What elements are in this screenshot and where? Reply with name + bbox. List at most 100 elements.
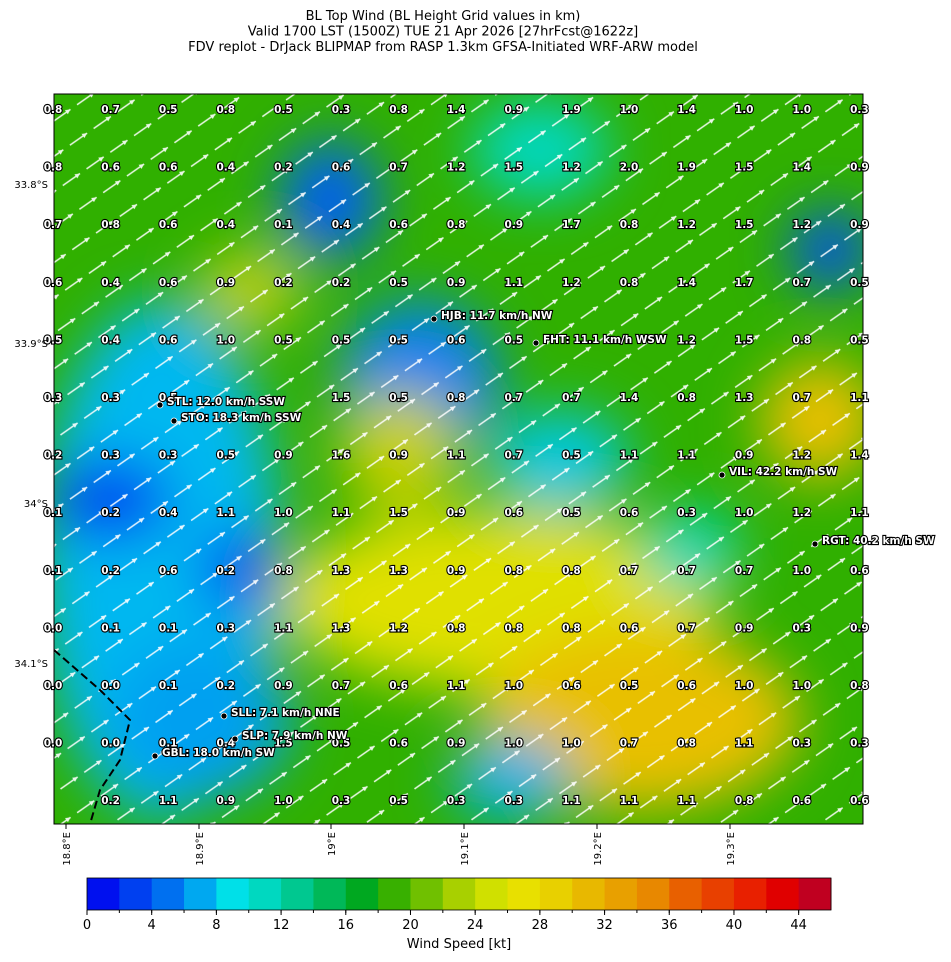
grid-value: 0.7 [620,565,639,577]
title-line: Valid 1700 LST (1500Z) TUE 21 Apr 2026 [… [248,25,639,40]
grid-value: 1.1 [677,795,696,807]
lon-label: 19.3°E [726,832,737,866]
grid-value: 1.1 [850,392,869,404]
grid-value: 1.1 [159,795,178,807]
grid-value: 1.1 [850,507,869,519]
grid-value: 1.2 [792,507,811,519]
grid-value: 0.8 [562,565,581,577]
grid-value: 0.8 [389,104,408,116]
grid-value: 0.6 [620,507,639,519]
colorbar-bin [475,878,509,910]
grid-value: 1.0 [504,738,523,750]
grid-value: 0.9 [850,219,869,231]
grid-value: 0.1 [159,622,178,634]
station-marker [156,401,164,409]
grid-value: 0.4 [332,219,351,231]
lon-label: 19.2°E [593,832,604,866]
grid-value: 1.2 [792,219,811,231]
grid-value: 1.5 [332,392,351,404]
grid-value: 0.7 [792,277,811,289]
grid-value: 0.9 [447,507,466,519]
grid-value: 0.8 [677,738,696,750]
station-marker [170,417,178,425]
colorbar-bin [572,878,606,910]
grid-value: 0.6 [850,795,869,807]
grid-value: 1.9 [677,162,696,174]
colorbar-bin [798,878,832,910]
grid-value: 1.5 [389,507,408,519]
colorbar-bin [604,878,638,910]
grid-value: 0.4 [216,162,235,174]
grid-value: 0.3 [332,795,351,807]
grid-value: 0.0 [44,738,63,750]
grid-value: 1.2 [447,162,466,174]
grid-value: 0.1 [274,219,293,231]
colorbar-label: Wind Speed [kt] [407,937,511,952]
grid-value: 0.2 [216,565,235,577]
grid-value: 0.8 [850,680,869,692]
grid-value: 0.9 [447,738,466,750]
colorbar-bin [766,878,800,910]
lat-label: 33.8°S [14,180,48,191]
grid-value: 1.1 [216,507,235,519]
colorbar-bin [248,878,282,910]
lon-label: 19.1°E [460,832,471,866]
station-label: RGT: 40.2 km/h SW [822,535,935,547]
grid-value: 0.3 [44,392,63,404]
lat-label: 33.9°S [14,339,48,350]
lat-label: 34°S [24,499,48,510]
colorbar-bin [410,878,444,910]
grid-value: 0.5 [44,334,63,346]
grid-value: 0.8 [44,162,63,174]
station-marker [532,339,540,347]
grid-value: 0.5 [562,450,581,462]
grid-value: 0.6 [447,334,466,346]
grid-value: 1.2 [677,219,696,231]
title-line: FDV replot - DrJack BLIPMAP from RASP 1.… [188,40,698,55]
grid-value: 1.3 [332,565,351,577]
grid-value: 0.9 [504,219,523,231]
grid-value: 0.8 [735,795,754,807]
grid-value: 0.3 [101,450,120,462]
colorbar-bin [378,878,411,910]
grid-value: 1.5 [735,219,754,231]
grid-value: 0.6 [159,565,178,577]
grid-value: 0.9 [447,565,466,577]
station-label: SLL: 7.1 km/h NNE [231,707,340,719]
colorbar-bin [442,878,476,910]
grid-value: 0.9 [216,795,235,807]
grid-value: 1.4 [677,277,696,289]
grid-value: 0.6 [504,507,523,519]
colorbar-tick-label: 4 [148,918,156,933]
grid-value: 1.3 [735,392,754,404]
grid-value: 1.1 [562,795,581,807]
grid-value: 1.7 [562,219,581,231]
grid-value: 0.6 [792,795,811,807]
grid-value: 0.2 [101,565,120,577]
grid-value: 1.0 [504,680,523,692]
grid-value: 0.2 [274,277,293,289]
lon-label: 18.9°E [195,832,206,866]
grid-value: 0.7 [504,392,523,404]
colorbar-bin [151,878,185,910]
grid-value: 0.6 [389,738,408,750]
grid-value: 0.3 [677,507,696,519]
grid-value: 0.9 [850,162,869,174]
grid-value: 0.6 [159,219,178,231]
grid-value: 0.7 [332,680,351,692]
grid-value: 1.2 [562,162,581,174]
grid-value: 0.6 [389,680,408,692]
grid-value: 0.6 [332,162,351,174]
grid-value: 1.1 [447,450,466,462]
station-label: FHT: 11.1 km/h WSW [543,334,667,346]
grid-value: 0.1 [159,738,178,750]
grid-value: 0.5 [159,392,178,404]
grid-value: 0.6 [389,219,408,231]
colorbar-bin [313,878,347,910]
grid-value: 0.8 [620,277,639,289]
colorbar-bin [184,878,217,910]
title-line: BL Top Wind (BL Height Grid values in km… [306,9,581,24]
grid-value: 1.1 [677,450,696,462]
grid-value: 0.3 [792,622,811,634]
grid-value: 1.4 [677,104,696,116]
